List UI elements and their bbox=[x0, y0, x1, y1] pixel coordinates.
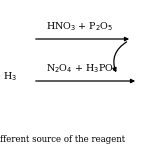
FancyArrowPatch shape bbox=[113, 42, 127, 71]
Text: H$_3$: H$_3$ bbox=[3, 70, 17, 83]
Text: fferent source of the reagent: fferent source of the reagent bbox=[0, 135, 125, 144]
Text: N$_2$O$_4$ + H$_3$PO$_4$: N$_2$O$_4$ + H$_3$PO$_4$ bbox=[46, 63, 119, 75]
Text: HNO$_3$ + P$_2$O$_5$: HNO$_3$ + P$_2$O$_5$ bbox=[46, 21, 113, 33]
